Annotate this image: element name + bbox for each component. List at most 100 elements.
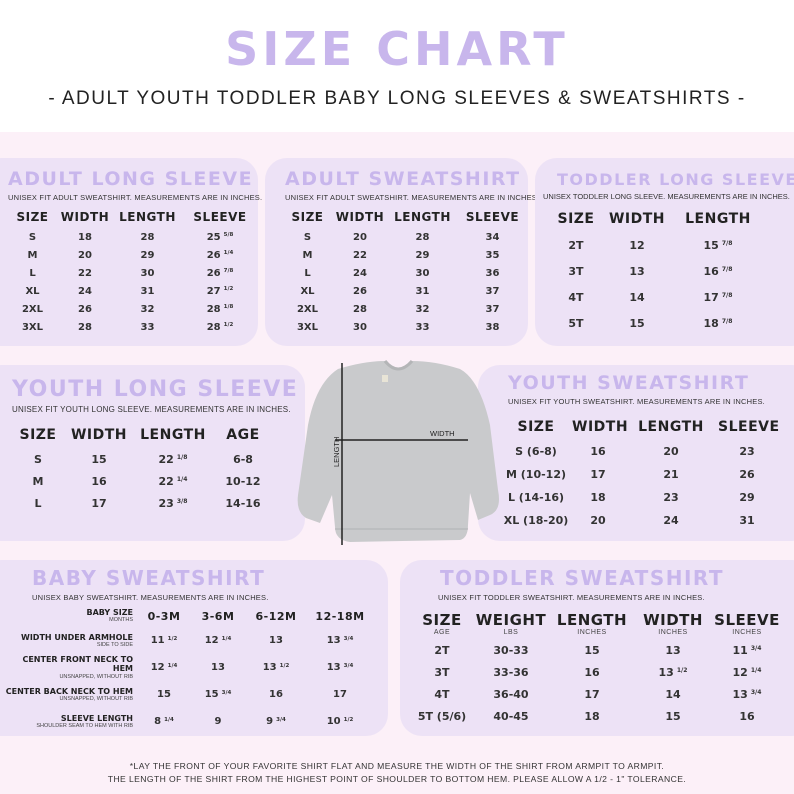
column-header: AGE [226,427,260,443]
table-cell: 22 [353,249,367,261]
table-cell: S [28,231,37,243]
table-cell: 12 1/4 [204,635,232,646]
table-cell: 21 [663,468,679,481]
table-cell: 6-8 [233,452,253,466]
table-cell: 16 [269,689,283,700]
toddler-sweatshirt-panel [400,560,794,736]
column-header: WIDTH [335,210,385,224]
toddler-long-sleeve-panel [535,158,794,346]
column-header: LENGTH [685,211,751,227]
table-cell: 13 [211,662,225,673]
table-cell: 16 [590,445,606,458]
table-cell: M [27,249,38,261]
table-cell: 28 [140,231,155,243]
youth-long-sleeve-subtitle: Unisex fit youth long sleeve. Measuremen… [12,405,291,414]
table-cell: 13 [269,635,283,646]
youth-long-sleeve-table: SIZE WIDTH LENGTH AGE S 15 22 1/8 6-8 M 16 22 1/4 10-… [12,422,282,514]
table-cell: 5T [568,316,584,330]
youth-sweatshirt-panel [478,365,794,541]
toddler-long-sleeve-title: TODDLER LONG SLEEVE [557,170,794,189]
table-cell: 28 1/8 [206,303,234,315]
table-cell: 32 [415,303,430,315]
table-cell: 11 1/2 [150,635,178,646]
table-cell: 23 3/8 [158,496,188,510]
width-label: WIDTH [430,429,455,438]
table-cell: 9 3/4 [266,716,286,727]
column-header: WIDTH [70,427,128,443]
adult-long-sleeve-table: SIZE WIDTH LENGTH SLEEVE S 18 28 25 5/8 M 20 29 26 1/… [5,206,255,336]
table-cell: 33-36 [493,665,529,679]
table-cell: 37 [485,285,500,297]
column-header: SLEEVE [465,210,520,224]
toddler-sweatshirt-title: TODDLER SWEATSHIRT [440,566,725,590]
column-header: LENGTH [140,427,206,443]
table-cell: 3T [568,264,584,278]
table-cell: 16 [739,709,755,723]
table-cell: 13 1/2 [262,662,290,673]
table-cell: 9 [214,716,222,727]
table-cell: 13 3/4 [732,687,762,701]
table-cell: 13 1/2 [658,665,688,679]
table-cell: 30 [353,321,367,333]
table-cell: 23 [663,491,679,504]
toddler-sweatshirt-table: SIZE age WEIGHT lbs LENGTH inches WIDTH inches S… [412,607,782,727]
table-cell: 26 1/4 [206,249,234,261]
column-header: WIDTH [60,210,110,224]
table-cell: 2T [568,238,584,252]
table-cell: 26 [78,303,92,315]
column-header: LENGTH [119,210,176,224]
table-cell: 24 [663,514,679,527]
table-cell: 30 [140,267,155,279]
table-cell: 15 [665,709,681,723]
table-cell: 40-45 [493,709,529,723]
table-cell: 29 [739,491,755,504]
column-header: SIZE [19,427,57,443]
table-cell: 13 [665,643,681,657]
table-cell: 18 [584,709,600,723]
column-header: 3-6M [201,609,235,623]
table-cell: 22 1/8 [158,452,188,466]
row-label: SLEEVE LENGTH shoulder seam to hem with r… [36,713,133,729]
table-cell: 13 3/4 [326,662,354,673]
table-cell: 2XL [21,303,44,315]
table-cell: 3T [434,665,450,679]
column-header: 12-18M [315,609,365,623]
column-header: WIDTH inches [643,610,703,636]
table-cell: L [304,267,311,279]
table-cell: 14 [629,290,645,304]
table-cell: 28 [415,231,430,243]
footer-note: *Lay the front of your favorite shirt fl… [0,760,794,786]
adult-sweatshirt-panel [265,158,528,346]
table-cell: 22 1/4 [158,474,188,488]
table-cell: 26 [739,468,755,481]
header-band [0,0,794,132]
table-cell: 27 1/2 [206,285,234,297]
table-cell: 14 [665,687,681,701]
column-header: SLEEVE [718,419,780,435]
table-cell: 34 [485,231,500,243]
table-cell: 28 [353,303,367,315]
table-cell: 36 [485,267,500,279]
table-cell: M (10-12) [505,468,566,481]
column-header: 0-3M [147,609,181,623]
table-cell: 15 [584,643,600,657]
table-cell: 8 1/4 [154,716,174,727]
table-cell: 16 [584,665,600,679]
table-cell: 10-12 [225,474,261,488]
table-cell: 15 3/4 [204,689,232,700]
table-cell: 26 [353,285,367,297]
column-header: WEIGHT lbs [475,610,547,636]
toddler-sweatshirt-subtitle: Unisex fit toddler sweatshirt. Measureme… [438,593,705,602]
table-cell: 30-33 [493,643,529,657]
table-cell: 29 [140,249,155,261]
tag-icon [382,375,388,382]
page-title: SIZE CHART [225,22,569,76]
table-cell: 12 1/4 [150,662,178,673]
row-label: CENTER FRONT NECK TO HEM unsnapped, witho… [22,655,133,680]
column-header: WIDTH [608,211,666,227]
table-cell: 17 [91,496,107,510]
sweatshirt-diagram: WIDTH LENGTH [297,359,499,545]
table-cell: 33 [140,321,155,333]
table-cell: M [32,474,44,488]
table-cell: 16 7/8 [703,264,733,278]
